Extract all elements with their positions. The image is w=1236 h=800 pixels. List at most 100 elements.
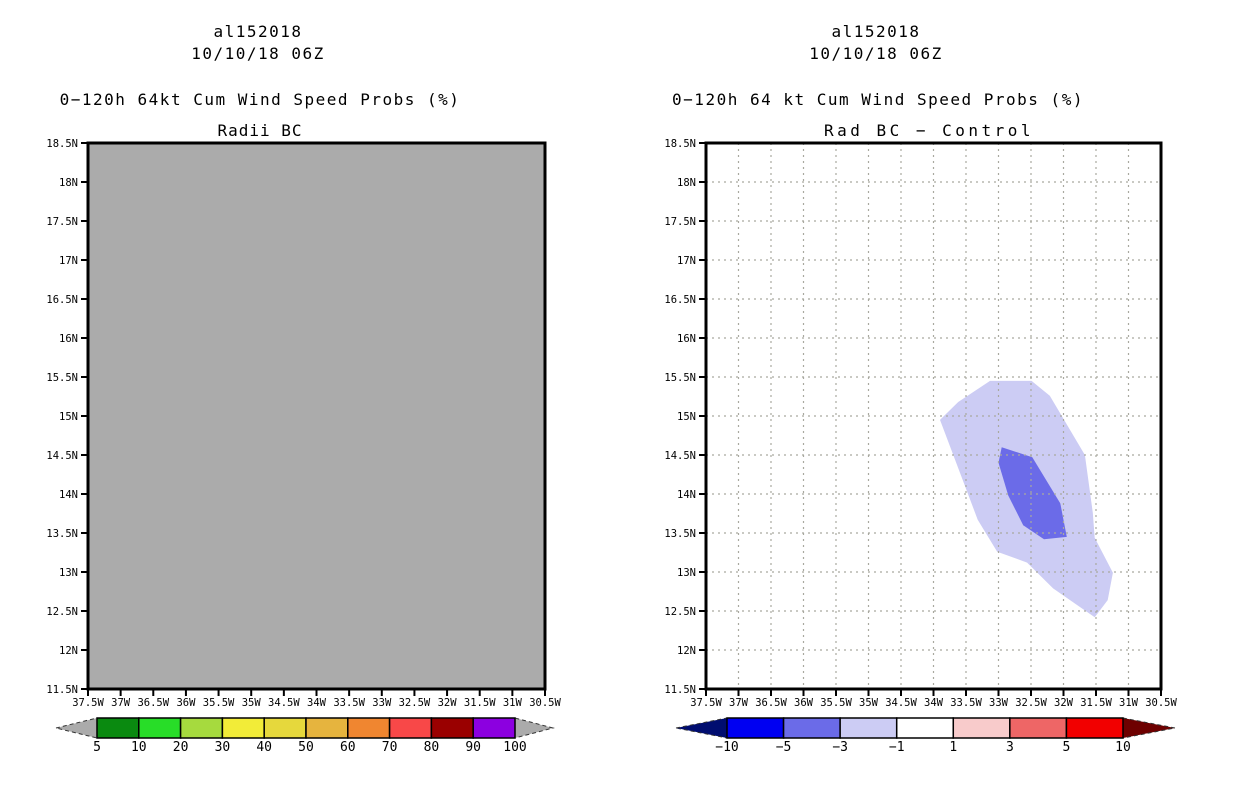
- left-colorbar-segment: [96, 717, 140, 739]
- left-colorbar-segment: [179, 717, 224, 739]
- right-x-tick-label: 37W: [729, 697, 749, 709]
- right-variant-label: Rad BC − Control: [823, 121, 1035, 140]
- left-y-tick-label: 14.5N: [46, 450, 78, 462]
- left-y-tick-label: 13N: [59, 567, 78, 579]
- left-colorbar-label: 60: [340, 740, 356, 755]
- right-x-tick-label: 31.5W: [1080, 697, 1112, 709]
- right-x-tick-label: 37.5W: [690, 697, 722, 709]
- right-x-tick-label: 35W: [859, 697, 879, 709]
- right-y-tick-label: 16N: [677, 333, 696, 345]
- right-y-tick-label: 15N: [677, 411, 696, 423]
- right-y-tick-label: 17N: [677, 255, 696, 267]
- right-colorbar-label: 1: [949, 740, 957, 755]
- right-y-tick-label: 12N: [677, 645, 696, 657]
- right-x-tick-label: 33W: [989, 697, 1009, 709]
- left-x-tick-label: 34W: [307, 697, 327, 709]
- left-x-tick-label: 31.5W: [464, 697, 496, 709]
- right-y-tick-label: 18N: [677, 177, 696, 189]
- right-y-tick-label: 15.5N: [664, 372, 696, 384]
- left-y-tick-label: 12N: [59, 645, 78, 657]
- left-colorbar-left-arrow: [55, 717, 98, 739]
- left-run-datetime: 10/10/18 06Z: [191, 44, 325, 63]
- left-y-tick-label: 11.5N: [46, 684, 78, 696]
- right-x-tick-label: 30.5W: [1145, 697, 1177, 709]
- left-colorbar-label: 10: [131, 740, 147, 755]
- left-colorbar-segment: [388, 717, 433, 739]
- right-y-tick-label: 14.5N: [664, 450, 696, 462]
- left-colorbar-label: 100: [503, 740, 526, 755]
- right-y-tick-label: 16.5N: [664, 294, 696, 306]
- left-colorbar-right-arrow: [514, 717, 555, 739]
- left-x-tick-label: 32.5W: [399, 697, 431, 709]
- left-colorbar-label: 30: [215, 740, 231, 755]
- right-y-tick-label: 18.5N: [664, 138, 696, 150]
- left-colorbar-segment: [263, 717, 307, 739]
- right-colorbar-segment: [1009, 717, 1068, 739]
- left-x-tick-label: 35.5W: [203, 697, 235, 709]
- left-y-tick-label: 18N: [59, 177, 78, 189]
- right-colorbar-segment: [952, 717, 1011, 739]
- left-y-tick-label: 17.5N: [46, 216, 78, 228]
- right-colorbar-segment: [1065, 717, 1124, 739]
- right-y-tick-label: 17.5N: [664, 216, 696, 228]
- left-x-tick-label: 30.5W: [529, 697, 561, 709]
- left-colorbar-segment: [430, 717, 474, 739]
- left-variant-label: Radii BC: [217, 121, 303, 140]
- left-colorbar-label: 40: [256, 740, 272, 755]
- left-chart-heading: 0−120h 64kt Cum Wind Speed Probs (%): [59, 90, 461, 109]
- left-colorbar-label: 70: [382, 740, 398, 755]
- right-colorbar-left-arrow: [675, 717, 728, 739]
- left-y-tick-label: 18.5N: [46, 138, 78, 150]
- left-x-tick-label: 31W: [503, 697, 523, 709]
- left-y-tick-label: 15.5N: [46, 372, 78, 384]
- right-x-tick-label: 32W: [1054, 697, 1074, 709]
- left-colorbar-label: 90: [465, 740, 481, 755]
- right-colorbar-label: −5: [776, 740, 792, 755]
- right-chart-heading: 0−120h 64 kt Cum Wind Speed Probs (%): [672, 90, 1084, 109]
- right-y-tick-label: 11.5N: [664, 684, 696, 696]
- left-x-tick-label: 37W: [111, 697, 131, 709]
- right-x-tick-label: 33.5W: [950, 697, 982, 709]
- left-colorbar-label: 20: [173, 740, 189, 755]
- right-colorbar-right-arrow: [1122, 717, 1176, 739]
- right-colorbar-label: −3: [832, 740, 848, 755]
- left-x-tick-label: 33W: [372, 697, 392, 709]
- left-colorbar-label: 50: [298, 740, 314, 755]
- right-colorbar-segment: [895, 717, 955, 739]
- left-x-tick-label: 32W: [438, 697, 458, 709]
- right-contour-region-1: [998, 447, 1067, 540]
- left-colorbar-segment: [347, 717, 391, 739]
- right-colorbar-label: 3: [1006, 740, 1014, 755]
- right-colorbar-label: −10: [715, 740, 738, 755]
- left-y-tick-label: 17N: [59, 255, 78, 267]
- right-storm-id: al152018: [831, 22, 921, 41]
- left-x-tick-label: 34.5W: [268, 697, 300, 709]
- left-y-tick-label: 16N: [59, 333, 78, 345]
- right-run-datetime: 10/10/18 06Z: [809, 44, 943, 63]
- right-y-tick-label: 14N: [677, 489, 696, 501]
- left-colorbar-segment: [138, 717, 182, 739]
- left-y-tick-label: 13.5N: [46, 528, 78, 540]
- left-map-background: [88, 143, 545, 689]
- left-colorbar-label: 5: [93, 740, 101, 755]
- right-colorbar-label: 10: [1115, 740, 1131, 755]
- left-y-tick-label: 16.5N: [46, 294, 78, 306]
- right-colorbar-segment: [839, 717, 898, 739]
- left-x-tick-label: 35W: [242, 697, 262, 709]
- right-x-tick-label: 36.5W: [755, 697, 787, 709]
- left-storm-id: al152018: [213, 22, 303, 41]
- right-x-tick-label: 35.5W: [820, 697, 852, 709]
- right-x-tick-label: 36W: [794, 697, 814, 709]
- left-x-tick-label: 36.5W: [137, 697, 169, 709]
- right-colorbar-segment: [726, 717, 785, 739]
- right-y-tick-label: 13.5N: [664, 528, 696, 540]
- right-x-tick-label: 34.5W: [885, 697, 917, 709]
- left-colorbar-segment: [472, 717, 516, 739]
- right-colorbar-label: −1: [889, 740, 905, 755]
- left-y-tick-label: 14N: [59, 489, 78, 501]
- left-colorbar-segment: [305, 717, 349, 739]
- right-y-tick-label: 13N: [677, 567, 696, 579]
- right-x-tick-label: 32.5W: [1015, 697, 1047, 709]
- left-colorbar-segment: [221, 717, 265, 739]
